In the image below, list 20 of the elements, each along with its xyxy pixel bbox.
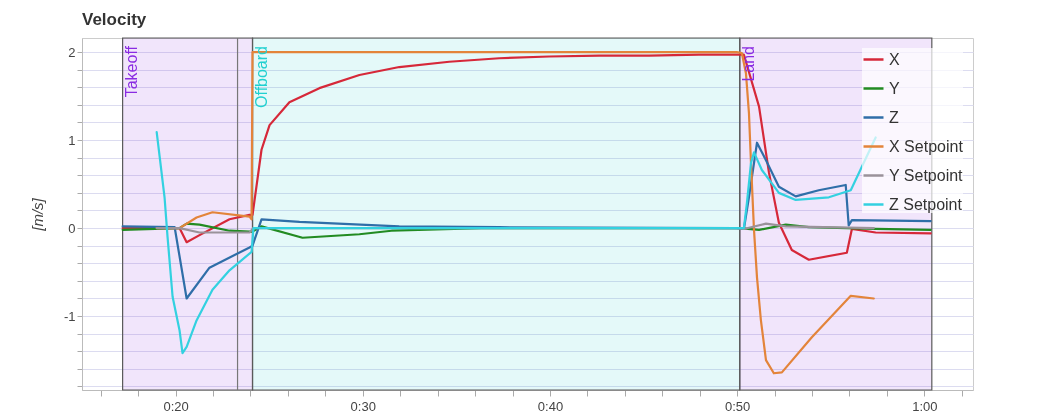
x-tick-label: 0:40 [537,398,564,414]
chart-title: Velocity [82,10,147,30]
legend-label: Y Setpoint [889,166,964,184]
y-tick-label: 2 [68,44,76,60]
y-axis-title: [m/s] [28,197,46,232]
legend-label: X [889,50,900,68]
y-tick-label: -1 [63,308,76,324]
legend-label: Z [889,108,899,126]
legend-label: X Setpoint [889,137,964,155]
x-tick-label: 1:00 [912,398,938,414]
x-tick-label: 0:20 [163,398,189,414]
x-tick-label: 0:50 [724,398,751,414]
legend-label: Z Setpoint [889,195,963,213]
x-tick-label: 0:30 [350,398,376,414]
y-tick-label: 1 [68,132,76,148]
band-label: Offboard [252,46,270,108]
y-tick-label: 0 [68,220,76,236]
legend-label: Y [889,79,900,97]
band-label: Land [739,46,757,82]
band-label: Takeoff [122,45,140,98]
